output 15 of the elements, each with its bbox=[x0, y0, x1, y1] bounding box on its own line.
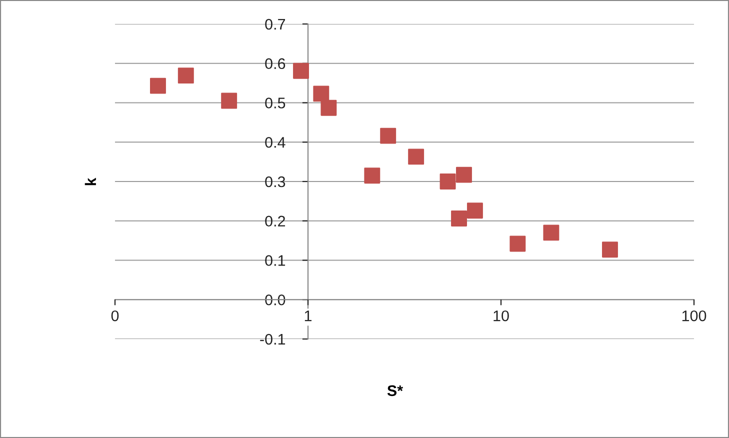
y-tick-label: 0.1 bbox=[265, 255, 286, 266]
y-tick-label: 0.0 bbox=[265, 294, 286, 306]
y-tick-label: 0.7 bbox=[265, 18, 286, 30]
x-tick-label: 0 bbox=[111, 310, 119, 322]
x-tick-label: 10 bbox=[494, 310, 509, 322]
y-tick-label: 0.6 bbox=[265, 58, 286, 70]
x-tick-label: 1 bbox=[304, 310, 312, 322]
y-axis-title: k bbox=[84, 178, 96, 186]
y-tick-label: 0.3 bbox=[265, 176, 286, 188]
y-tick-label: 0.5 bbox=[265, 98, 286, 108]
x-tick-label: 100 bbox=[682, 310, 706, 322]
y-tick-label: -0.1 bbox=[260, 334, 286, 345]
y-tick-label: 0.4 bbox=[265, 136, 286, 148]
x-axis-title: S* bbox=[387, 385, 404, 396]
y-tick-label: 0.2 bbox=[265, 216, 286, 227]
